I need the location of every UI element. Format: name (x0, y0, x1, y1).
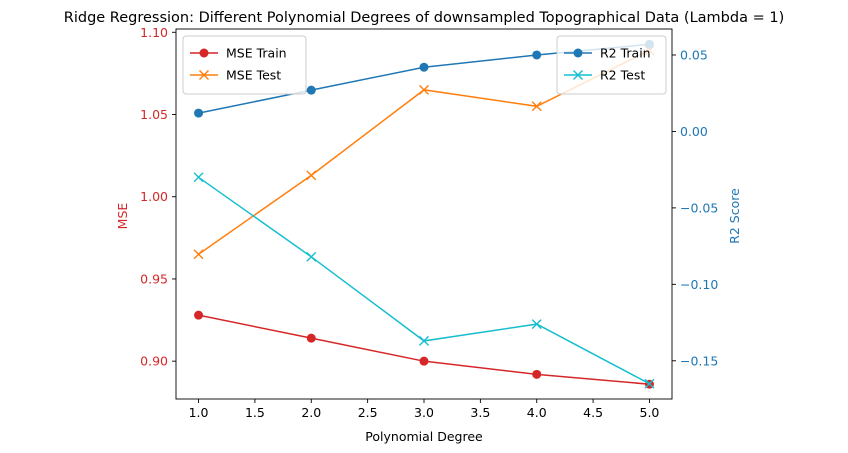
legend-swatch-marker (573, 70, 583, 80)
x-tick-label: 2.5 (358, 405, 378, 420)
point-r2-test-2 (306, 251, 317, 262)
point-r2-train-4 (532, 50, 542, 60)
x-tick-label: 5.0 (640, 405, 660, 420)
point-mse-train-4 (532, 369, 542, 379)
y-right-tick-label: −0.05 (680, 200, 718, 215)
y-right-tick-label: −0.15 (680, 353, 718, 368)
point-r2-test-4 (531, 319, 542, 330)
x-tick-label: 3.0 (414, 405, 434, 420)
x-tick-label: 1.5 (245, 405, 265, 420)
point-r2-train-2 (306, 85, 316, 95)
y-axis-right-label: R2 Score (727, 188, 742, 244)
y-axis-left-label: MSE (115, 203, 130, 230)
point-mse-train-2 (306, 333, 316, 343)
legend-entry-mse-test: MSE Test (190, 68, 281, 83)
legend-swatch-marker (199, 48, 209, 58)
point-mse-train-1 (194, 310, 204, 320)
x-tick-label: 2.0 (301, 405, 321, 420)
point-r2-train-3 (419, 62, 429, 72)
point-mse-test-3 (419, 84, 429, 95)
legend-box (182, 35, 307, 95)
point-mse-test-2 (306, 170, 317, 181)
legend-swatch-marker (573, 48, 583, 58)
legend-entry-r2-train: R2 Train (564, 46, 651, 61)
y-right-tick-label: 0.05 (680, 47, 708, 62)
point-r2-test-3 (419, 335, 429, 346)
point-mse-test-4 (531, 101, 542, 112)
y-left-tick-label: 0.95 (140, 271, 168, 286)
y-left-tick-label: 1.10 (140, 25, 168, 40)
point-r2-train-1 (194, 108, 204, 118)
legend-entry-mse-train: MSE Train (190, 46, 287, 61)
legend-label: MSE Test (226, 68, 281, 83)
x-tick-label: 3.5 (470, 405, 490, 420)
legend-label: MSE Train (226, 46, 287, 61)
x-tick-label: 4.0 (527, 405, 547, 420)
point-mse-train-3 (419, 356, 429, 366)
point-r2-test-5 (644, 378, 655, 389)
y-right-tick-label: −0.10 (680, 277, 718, 292)
legend-entry-r2-test: R2 Test (564, 68, 645, 83)
point-mse-test-1 (193, 249, 204, 260)
line-mse-train (198, 314, 650, 385)
legend-label: R2 Train (600, 46, 651, 61)
point-r2-test-1 (193, 172, 204, 183)
chart-title: Ridge Regression: Different Polynomial D… (64, 10, 784, 26)
legend-box (556, 35, 667, 95)
y-right-tick-label: 0.00 (680, 124, 708, 139)
y-left-tick-label: 1.05 (140, 107, 168, 122)
axes: 1.0 1.5 2.0 2.5 3.0 3.5 4.0 4.5 5.0 0.90 0.95 1.00 1… (140, 25, 718, 420)
y-left-tick-label: 0.90 (140, 354, 168, 369)
x-tick-label: 4.5 (583, 405, 603, 420)
y-left-tick-label: 1.00 (140, 189, 168, 204)
x-axis-label: Polynomial Degree (365, 429, 483, 444)
series-r2-test (193, 172, 655, 389)
line-r2-test (198, 176, 650, 385)
legend-label: R2 Test (600, 68, 645, 83)
legend-swatch-marker (199, 70, 209, 80)
legend-right: R2 Train R2 Test (556, 35, 667, 95)
legend-left: MSE Train MSE Test (182, 35, 307, 95)
x-tick-label: 1.0 (189, 405, 209, 420)
